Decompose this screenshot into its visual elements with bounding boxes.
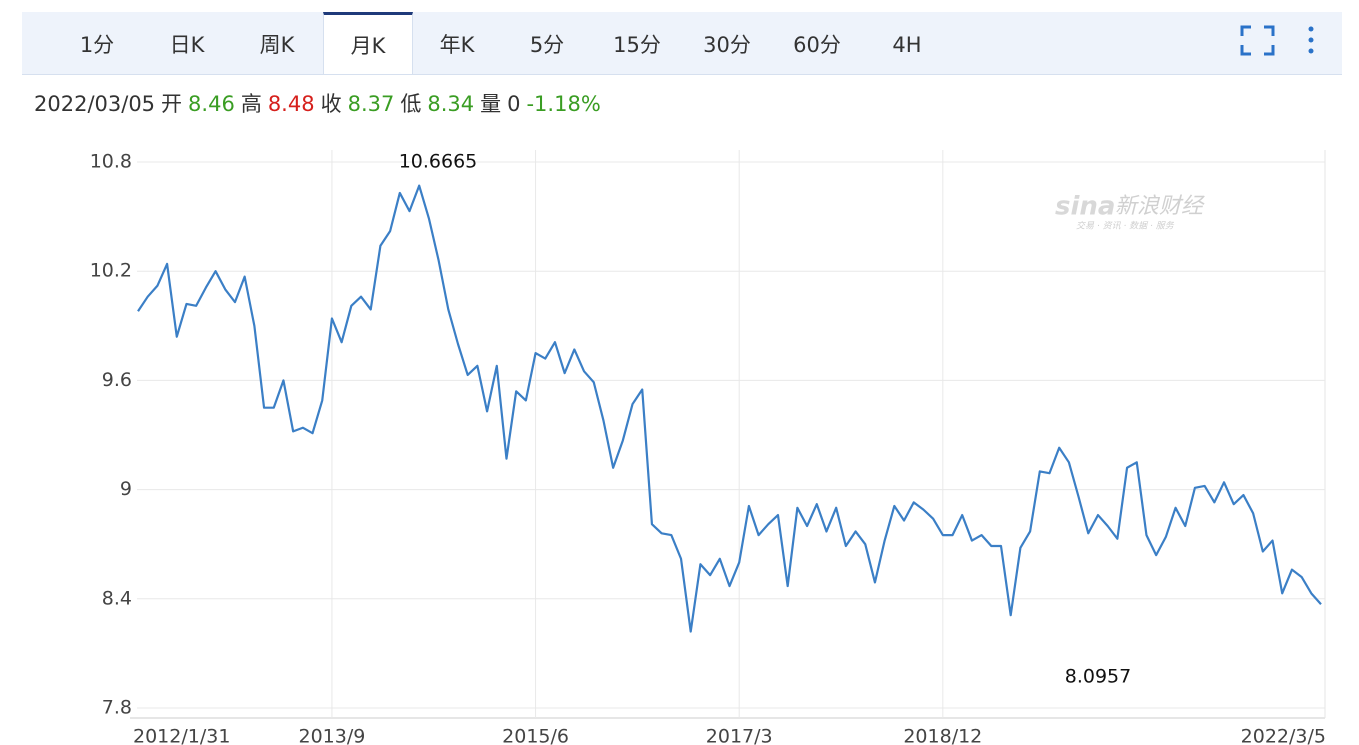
x-tick-label: 2017/3 (706, 726, 773, 745)
x-tick-label: 2022/3/5 (1241, 726, 1326, 745)
quote-value: 8.34 (427, 92, 475, 116)
watermark-name: 新浪财经 (1115, 194, 1205, 219)
y-tick-label: 9.6 (102, 369, 132, 391)
quote-value: 8.46 (188, 92, 235, 116)
y-tick-label: 10.2 (90, 260, 132, 282)
quote-label: 量 (480, 92, 502, 116)
quote-label: 开 (161, 92, 183, 116)
quote-value: 8.48 (267, 92, 315, 116)
tab[interactable]: 4H (892, 33, 922, 57)
x-tick-label: 2012/1/31 (133, 726, 230, 745)
y-tick-label: 7.8 (102, 697, 132, 719)
watermark: sina 新浪财经 交易 · 资讯 · 数据 · 服务 (1055, 192, 1205, 232)
tab[interactable]: 月K (323, 12, 413, 74)
tab[interactable]: 周K (259, 33, 295, 57)
tab[interactable]: 年K (439, 33, 475, 57)
fullscreen-icon[interactable] (1240, 25, 1275, 56)
quote-value: 8.37 (347, 92, 395, 116)
tab-bar: 1分 日K 周K 月K 年K 5分 15分 30分 60分 4H (22, 12, 1342, 75)
annotation: 8.0957 (1065, 666, 1131, 688)
menu-icon[interactable] (1308, 26, 1314, 54)
quote-info: 2022/03/05 开 8.46 高 8.48 收 8.37 低 8.34 量 0 -1.18% (34, 88, 607, 118)
y-tick-label: 10.8 (90, 151, 132, 173)
y-tick-label: 9 (120, 478, 132, 500)
quote-change: -1.18% (526, 92, 601, 116)
quote-value: 0 (507, 92, 521, 116)
y-tick-label: 8.4 (102, 587, 132, 609)
tab[interactable]: 日K (169, 33, 205, 57)
watermark-brand: sina (1055, 192, 1115, 222)
x-tick-label: 2013/9 (299, 726, 366, 745)
quote-label: 收 (320, 92, 342, 116)
watermark-tagline: 交易 · 资讯 · 数据 · 服务 (1076, 221, 1175, 232)
price-line (137, 184, 1322, 633)
x-tick-label: 2018/12 (903, 726, 982, 745)
tab[interactable]: 15分 (613, 33, 661, 57)
quote-date: 2022/03/05 (34, 92, 156, 116)
x-tick-label: 2015/6 (502, 726, 569, 745)
annotation: 10.6665 (399, 151, 478, 173)
tab[interactable]: 60分 (793, 33, 841, 57)
quote-label: 高 (240, 92, 262, 116)
tab[interactable]: 5分 (529, 33, 565, 57)
tab[interactable]: 30分 (703, 33, 751, 57)
quote-label: 低 (400, 92, 422, 116)
tab[interactable]: 1分 (79, 33, 115, 57)
